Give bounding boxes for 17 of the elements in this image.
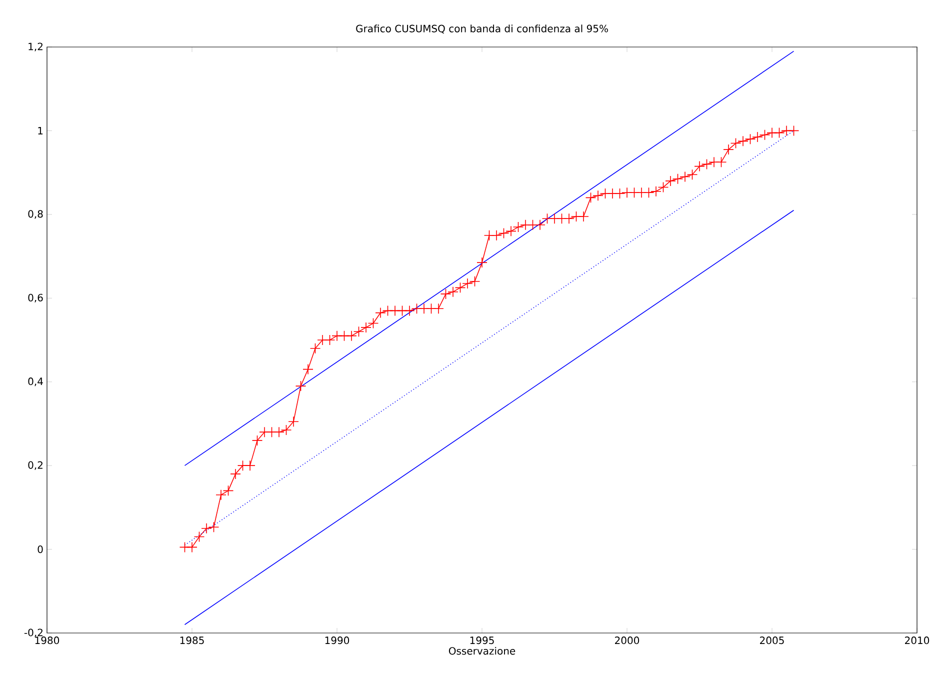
y-tick-label: 0,6 <box>28 294 43 302</box>
y-tick-label: 0,4 <box>28 378 43 386</box>
x-tick-label: 1990 <box>325 636 350 644</box>
y-tick-label: 1,2 <box>28 42 42 52</box>
x-tick-label: 2010 <box>905 636 930 644</box>
x-tick-label: 2005 <box>760 636 784 644</box>
y-tick-label: 0 <box>38 546 43 554</box>
y-tick-label: 1 <box>38 127 43 134</box>
x-tick-label: 1980 <box>35 636 60 644</box>
x-tick-label: 1995 <box>470 636 494 644</box>
y-tick-label: -0,2 <box>24 628 42 638</box>
x-axis-title: Osservazione <box>448 646 516 655</box>
x-tick-label: 1985 <box>180 636 204 644</box>
chart-title: Grafico CUSUMSQ con banda di confidenza al 95% <box>356 24 608 34</box>
y-tick-label: 0,8 <box>28 210 43 219</box>
y-tick-label: 0,2 <box>28 461 42 470</box>
x-tick-label: 2000 <box>615 636 640 644</box>
